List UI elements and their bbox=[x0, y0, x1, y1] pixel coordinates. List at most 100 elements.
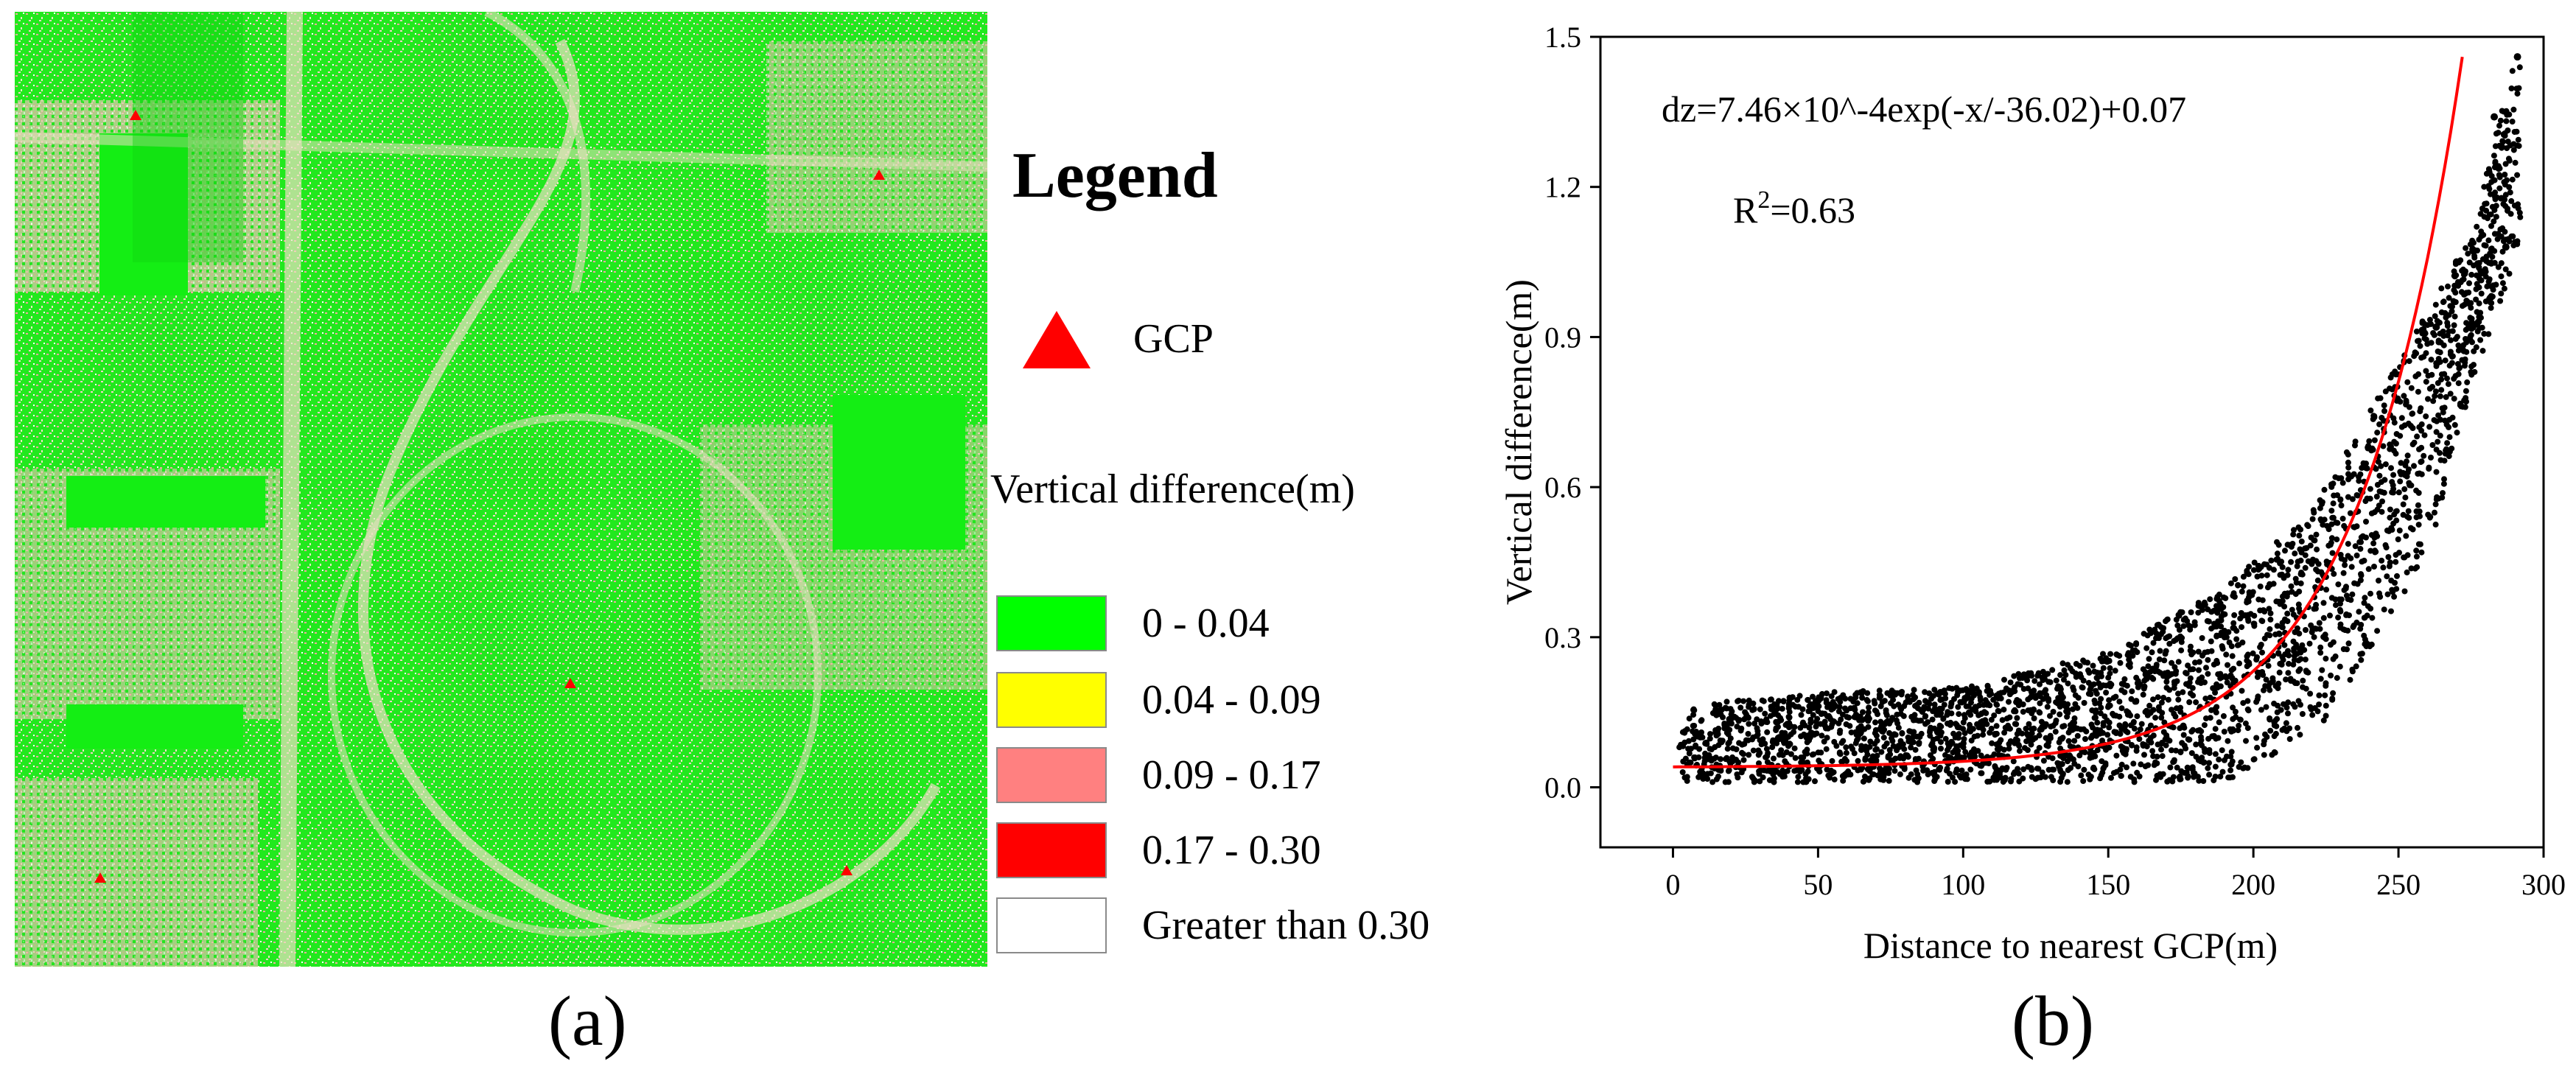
scatter-point bbox=[2358, 656, 2365, 663]
scatter-point bbox=[2492, 194, 2498, 200]
scatter-point bbox=[1896, 744, 1903, 750]
scatter-point bbox=[2012, 684, 2018, 690]
scatter-point bbox=[2065, 738, 2072, 744]
scatter-point bbox=[1771, 779, 1777, 785]
scatter-point bbox=[2097, 775, 2104, 782]
scatter-point bbox=[2502, 266, 2509, 273]
scatter-point bbox=[2118, 773, 2124, 779]
scatter-point bbox=[2037, 681, 2043, 687]
scatter-point bbox=[2258, 572, 2265, 579]
scatter-point bbox=[2156, 656, 2163, 662]
scatter-point bbox=[1993, 693, 2000, 698]
scatter-point bbox=[1794, 696, 1801, 703]
scatter-point bbox=[2093, 710, 2099, 716]
scatter-point bbox=[2005, 722, 2012, 729]
scatter-point bbox=[2065, 680, 2071, 687]
scatter-point bbox=[2345, 464, 2352, 471]
scatter-point bbox=[2317, 676, 2324, 682]
scatter-point bbox=[2020, 775, 2026, 782]
scatter-point bbox=[2031, 678, 2038, 684]
scatter-point bbox=[2459, 303, 2465, 309]
scatter-point bbox=[2045, 766, 2052, 773]
scatter-point bbox=[2014, 698, 2020, 704]
scatter-point bbox=[1712, 729, 1719, 735]
scatter-point bbox=[2309, 516, 2316, 522]
scatter-point bbox=[1994, 746, 2001, 752]
scatter-point bbox=[2468, 304, 2474, 311]
scatter-point bbox=[2514, 172, 2521, 178]
scatter-point bbox=[2245, 571, 2252, 578]
scatter-point bbox=[1883, 712, 1890, 718]
scatter-point bbox=[2438, 377, 2445, 382]
scatter-point bbox=[1939, 696, 1945, 703]
scatter-point bbox=[2131, 725, 2138, 732]
scatter-point bbox=[1948, 699, 1955, 706]
scatter-point bbox=[2474, 260, 2481, 267]
scatter-point bbox=[2253, 735, 2260, 741]
scatter-point bbox=[2339, 515, 2346, 522]
scatter-point bbox=[1690, 712, 1697, 718]
scatter-point bbox=[2477, 211, 2484, 217]
scatter-point bbox=[1944, 712, 1950, 718]
scatter-point bbox=[1897, 704, 1904, 711]
scatter-point bbox=[2401, 554, 2407, 561]
scatter-point bbox=[2160, 695, 2167, 701]
scatter-point bbox=[2042, 774, 2048, 780]
scatter-point bbox=[2267, 610, 2274, 617]
scatter-point bbox=[2211, 607, 2217, 614]
scatter-point bbox=[2345, 494, 2351, 500]
scatter-point bbox=[2494, 236, 2501, 242]
scatter-point bbox=[2463, 395, 2469, 402]
scatter-point bbox=[2330, 514, 2337, 521]
scatter-point bbox=[1861, 735, 1867, 742]
scatter-point bbox=[2118, 743, 2124, 749]
scatter-point bbox=[2379, 508, 2385, 515]
scatter-point bbox=[2152, 759, 2159, 766]
scatter-point bbox=[2444, 375, 2450, 382]
scatter-point bbox=[2240, 700, 2247, 707]
scatter-point bbox=[2396, 528, 2403, 533]
scatter-point bbox=[2446, 453, 2452, 460]
scatter-point bbox=[2082, 736, 2088, 742]
scatter-point bbox=[1782, 730, 1788, 736]
scatter-point bbox=[1737, 727, 1744, 734]
scatter-point bbox=[1881, 743, 1888, 750]
scatter-point bbox=[1934, 729, 1941, 736]
scatter-point bbox=[2449, 414, 2456, 421]
scatter-point bbox=[1971, 746, 1977, 752]
scatter-point bbox=[2175, 690, 2181, 697]
scatter-point bbox=[2347, 676, 2353, 683]
scatter-point bbox=[1782, 721, 1789, 728]
scatter-point bbox=[2242, 720, 2249, 726]
scatter-point bbox=[1949, 685, 1956, 692]
scatter-points bbox=[1676, 53, 2524, 785]
scatter-point bbox=[2129, 742, 2135, 748]
scatter-point bbox=[2275, 650, 2282, 656]
scatter-point bbox=[2164, 616, 2171, 623]
scatter-point bbox=[2059, 735, 2066, 741]
scatter-point bbox=[2262, 683, 2269, 690]
scatter-point bbox=[2143, 743, 2150, 749]
scatter-point bbox=[2036, 709, 2043, 715]
scatter-point bbox=[2316, 692, 2323, 698]
scatter-point bbox=[2255, 564, 2262, 570]
scatter-point bbox=[2382, 542, 2389, 548]
scatter-point bbox=[2320, 614, 2327, 621]
scatter-point bbox=[2158, 715, 2165, 721]
scatter-point bbox=[2228, 749, 2235, 755]
scatter-point bbox=[2065, 707, 2071, 713]
scatter-point bbox=[2276, 669, 2283, 676]
scatter-point bbox=[2270, 581, 2277, 587]
scatter-point bbox=[2258, 642, 2264, 648]
scatter-point bbox=[2236, 660, 2242, 667]
scatter-point bbox=[2176, 612, 2183, 619]
scatter-point bbox=[1704, 739, 1710, 746]
scatter-point bbox=[1925, 705, 1931, 712]
scatter-point bbox=[1803, 735, 1810, 741]
scatter-point bbox=[2067, 665, 2073, 671]
scatter-point bbox=[1848, 729, 1855, 736]
scatter-point bbox=[2300, 684, 2306, 690]
scatter-point bbox=[2038, 718, 2045, 725]
scatter-point bbox=[2487, 251, 2493, 257]
scatter-point bbox=[2013, 721, 2020, 727]
